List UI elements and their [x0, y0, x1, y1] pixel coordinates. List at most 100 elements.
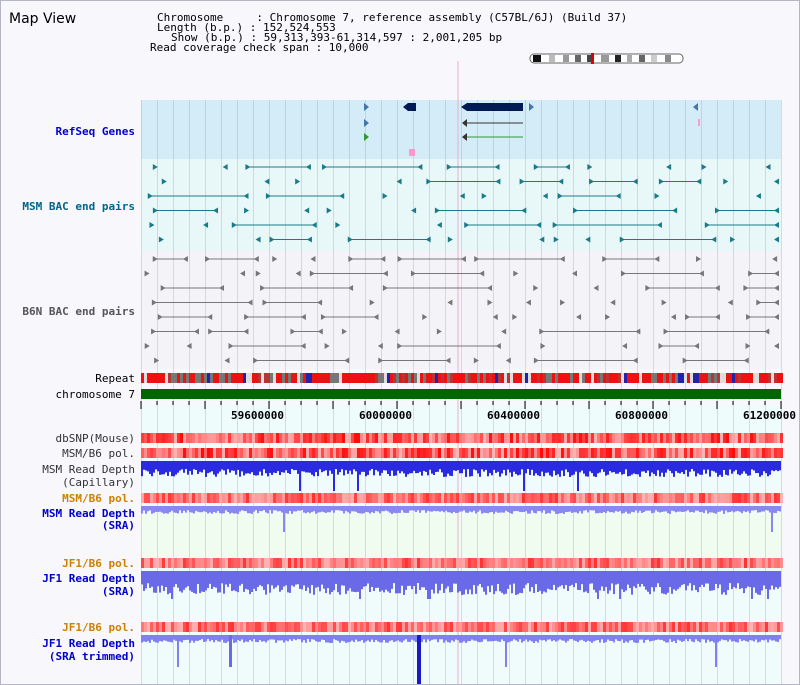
- heat-cell: [183, 558, 186, 568]
- heat-cell: [501, 433, 504, 443]
- heat-cell: [486, 433, 489, 443]
- depth-bar: [217, 506, 219, 512]
- heat-cell: [747, 493, 750, 503]
- bac-end-arrow: [369, 299, 375, 306]
- depth-bar: [269, 635, 271, 640]
- heat-cell: [696, 493, 699, 503]
- heat-cell: [207, 622, 210, 632]
- bac-end-arrow: [610, 299, 616, 306]
- heat-cell: [390, 558, 393, 568]
- repeat-segment: [147, 373, 150, 383]
- bac-end-arrow: [473, 357, 479, 364]
- heat-cell: [372, 558, 375, 568]
- depth-bar: [487, 635, 489, 642]
- heat-cell: [372, 433, 375, 443]
- depth-bar: [663, 461, 665, 477]
- bac-end-arrow: [743, 357, 749, 364]
- depth-bar: [453, 635, 455, 642]
- depth-bar: [611, 461, 613, 473]
- heat-cell: [339, 493, 342, 503]
- heat-cell: [519, 493, 522, 503]
- bac-end-arrow: [377, 343, 383, 349]
- depth-bar: [243, 571, 245, 592]
- heat-cell: [303, 433, 306, 443]
- depth-bar: [265, 635, 267, 643]
- depth-bar: [161, 635, 163, 642]
- depth-bar: [519, 461, 521, 475]
- repeat-segment: [396, 373, 399, 383]
- heat-cell: [522, 622, 525, 632]
- depth-bar: [623, 635, 625, 643]
- bac-end-arrow: [161, 178, 167, 185]
- depth-bar: [373, 635, 375, 643]
- heat-cell: [243, 433, 246, 443]
- repeat-segment: [606, 373, 609, 383]
- depth-bar: [389, 506, 391, 513]
- depth-bar: [295, 571, 297, 585]
- refseq-genes-label[interactable]: RefSeq Genes: [55, 125, 135, 138]
- heat-cell: [264, 433, 267, 443]
- depth-bar: [615, 635, 617, 640]
- heat-cell: [291, 448, 294, 458]
- depth-bar: [157, 461, 159, 472]
- depth-bar: [145, 635, 147, 643]
- depth-bar: [269, 571, 271, 593]
- depth-bar: [635, 635, 637, 643]
- depth-bar: [215, 635, 217, 641]
- heat-cell: [738, 558, 741, 568]
- depth-bar: [561, 461, 563, 471]
- bac-end-arrow: [701, 164, 707, 170]
- depth-bar: [399, 506, 401, 513]
- depth-bar: [485, 461, 487, 470]
- depth-bar: [263, 506, 265, 511]
- heat-cell: [381, 622, 384, 632]
- depth-bar: [685, 461, 687, 470]
- heat-cell: [537, 622, 540, 632]
- heat-cell: [645, 493, 648, 503]
- bac-end-arrow: [645, 285, 651, 291]
- repeat-segment: [246, 373, 249, 383]
- heat-cell: [666, 433, 669, 443]
- bac-end-arrow: [158, 236, 164, 243]
- depth-bar: [199, 635, 201, 641]
- depth-bar: [393, 461, 395, 476]
- heat-cell: [207, 493, 210, 503]
- heat-cell: [540, 433, 543, 443]
- depth-bar: [543, 635, 545, 641]
- bac-end-arrow: [306, 236, 312, 243]
- repeat-segment: [354, 373, 357, 383]
- repeat-segment: [177, 373, 180, 383]
- heat-cell: [165, 558, 168, 568]
- repeat-segment: [483, 373, 486, 383]
- heat-cell: [210, 622, 213, 632]
- heat-cell: [327, 433, 330, 443]
- heat-cell: [288, 558, 291, 568]
- repeat-segment: [504, 373, 507, 383]
- depth-bar: [381, 571, 383, 591]
- depth-bar: [729, 461, 731, 470]
- depth-bar: [593, 461, 595, 477]
- heat-cell: [729, 493, 732, 503]
- depth-bar: [673, 571, 675, 590]
- b6n-bac-label[interactable]: B6N BAC end pairs: [22, 305, 135, 318]
- refseq-gene-arrow: [403, 103, 408, 111]
- repeat-segment: [153, 373, 156, 383]
- depth-bar: [599, 461, 601, 473]
- depth-bar: [713, 571, 715, 591]
- heat-cell: [492, 448, 495, 458]
- heat-cell: [681, 558, 684, 568]
- repeat-segment: [285, 373, 288, 383]
- heat-cell: [651, 558, 654, 568]
- depth-bar: [443, 571, 445, 593]
- msm-bac-label[interactable]: MSM BAC end pairs: [22, 200, 135, 213]
- heat-cell: [552, 433, 555, 443]
- depth-bar: [569, 571, 571, 587]
- depth-bar: [651, 461, 653, 473]
- chromosome-ideogram[interactable]: [529, 53, 685, 65]
- depth-bar: [371, 461, 373, 470]
- depth-bar: [577, 461, 579, 491]
- depth-bar: [145, 506, 147, 514]
- depth-bar: [401, 506, 403, 511]
- heat-cell: [771, 433, 774, 443]
